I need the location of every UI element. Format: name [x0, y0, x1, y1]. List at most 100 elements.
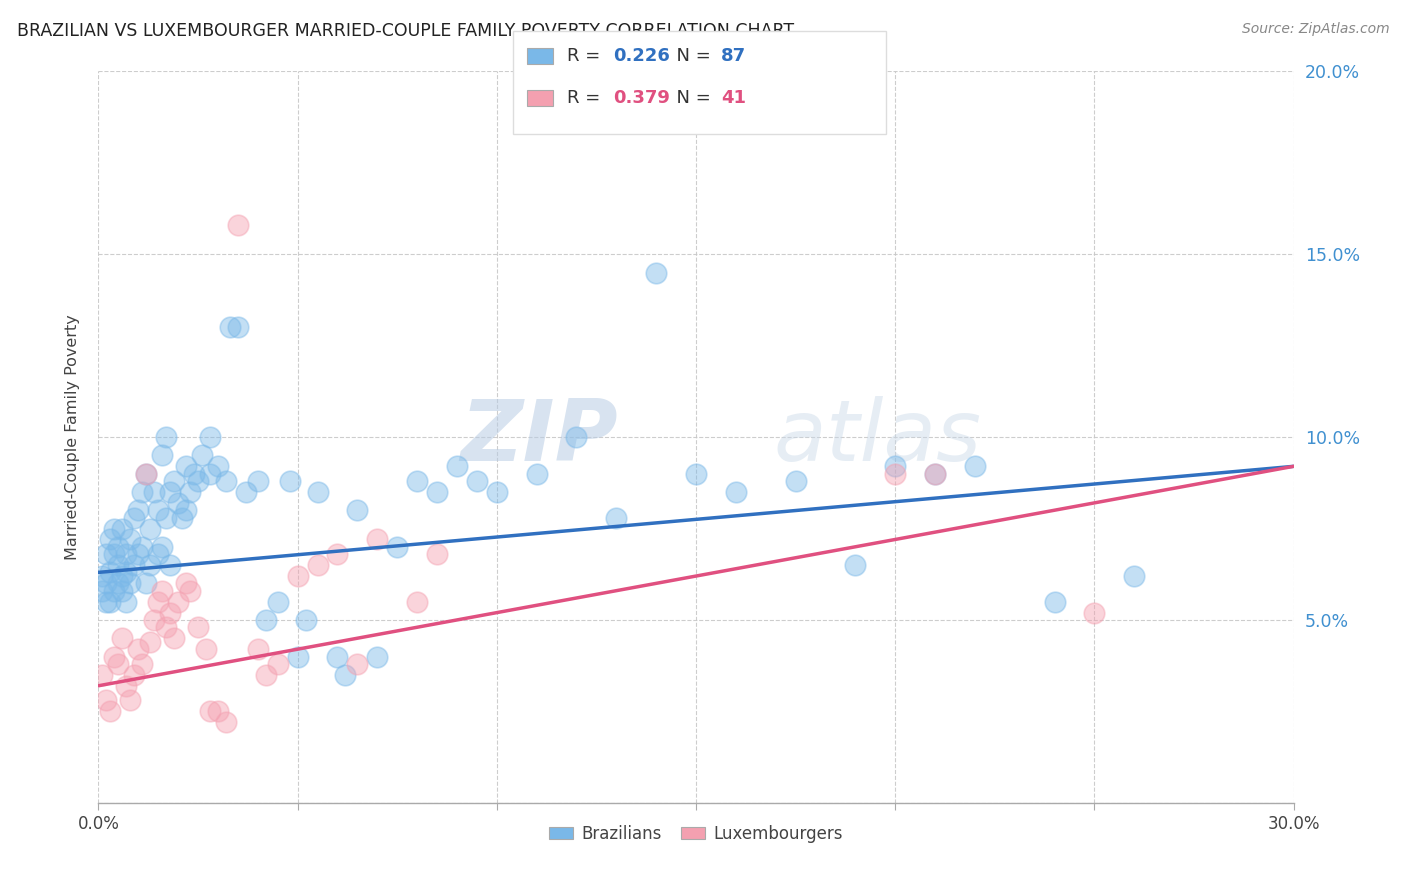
Point [135, 467, 157, 481]
Point [150, 583, 173, 598]
Point [254, 667, 277, 681]
Point [187, 620, 209, 634]
Point [465, 474, 488, 488]
Point [294, 613, 316, 627]
Point [111, 569, 134, 583]
Text: 87: 87 [721, 47, 747, 65]
Point [124, 510, 146, 524]
Point [307, 485, 329, 500]
Point [485, 485, 508, 500]
Point [139, 635, 162, 649]
Point [179, 485, 201, 500]
Point [287, 569, 309, 583]
Legend: Brazilians, Luxembourgers: Brazilians, Luxembourgers [543, 818, 849, 849]
Text: Source: ZipAtlas.com: Source: ZipAtlas.com [1241, 22, 1389, 37]
Point [406, 594, 429, 608]
Point [124, 667, 146, 681]
Point [91, 667, 114, 681]
Text: ZIP: ZIP [461, 395, 619, 479]
Point [172, 510, 194, 524]
Text: R =: R = [567, 89, 606, 107]
Point [127, 503, 149, 517]
Point [844, 558, 866, 573]
Point [155, 510, 177, 524]
Point [963, 459, 986, 474]
Text: N =: N = [665, 89, 717, 107]
Point [207, 459, 229, 474]
Point [103, 649, 125, 664]
Point [131, 657, 153, 671]
Point [103, 521, 125, 535]
Point [785, 474, 807, 488]
Point [1043, 594, 1066, 608]
Point [685, 467, 707, 481]
Point [131, 540, 153, 554]
Point [406, 474, 429, 488]
Point [115, 679, 138, 693]
Point [167, 496, 190, 510]
Point [366, 533, 388, 547]
Point [246, 642, 269, 657]
Point [96, 576, 118, 591]
Point [98, 594, 122, 608]
Point [174, 459, 197, 474]
Point [98, 566, 122, 580]
Point [167, 594, 190, 608]
Point [131, 485, 153, 500]
Point [179, 583, 201, 598]
Point [148, 594, 170, 608]
Point [115, 566, 138, 580]
Point [198, 467, 221, 481]
Point [198, 705, 221, 719]
Point [120, 576, 142, 591]
Point [198, 430, 221, 444]
Point [139, 521, 162, 535]
Point [183, 467, 205, 481]
Point [107, 540, 129, 554]
Point [143, 613, 166, 627]
Point [287, 649, 309, 664]
Point [278, 474, 301, 488]
Point [98, 533, 122, 547]
Point [645, 266, 668, 280]
Point [226, 320, 249, 334]
Point [605, 510, 627, 524]
Point [111, 583, 134, 598]
Point [884, 459, 907, 474]
Point [724, 485, 747, 500]
Point [307, 558, 329, 573]
Point [226, 218, 249, 232]
Point [155, 620, 177, 634]
Point [120, 533, 142, 547]
Point [96, 693, 118, 707]
Point [124, 558, 146, 573]
Point [135, 467, 157, 481]
Point [346, 503, 368, 517]
Point [143, 485, 166, 500]
Point [267, 594, 290, 608]
Point [326, 547, 349, 561]
Point [235, 485, 257, 500]
Text: N =: N = [665, 47, 717, 65]
Point [254, 613, 277, 627]
Point [565, 430, 588, 444]
Point [163, 632, 186, 646]
Point [150, 448, 173, 462]
Point [103, 583, 125, 598]
Point [163, 474, 186, 488]
Point [191, 448, 214, 462]
Point [96, 547, 118, 561]
Point [120, 693, 142, 707]
Point [139, 558, 162, 573]
Point [155, 430, 177, 444]
Point [135, 576, 157, 591]
Point [111, 632, 134, 646]
Point [107, 576, 129, 591]
Point [148, 547, 170, 561]
Point [246, 474, 269, 488]
Point [98, 705, 122, 719]
Point [103, 547, 125, 561]
Point [91, 583, 114, 598]
Point [187, 474, 209, 488]
Point [924, 467, 946, 481]
